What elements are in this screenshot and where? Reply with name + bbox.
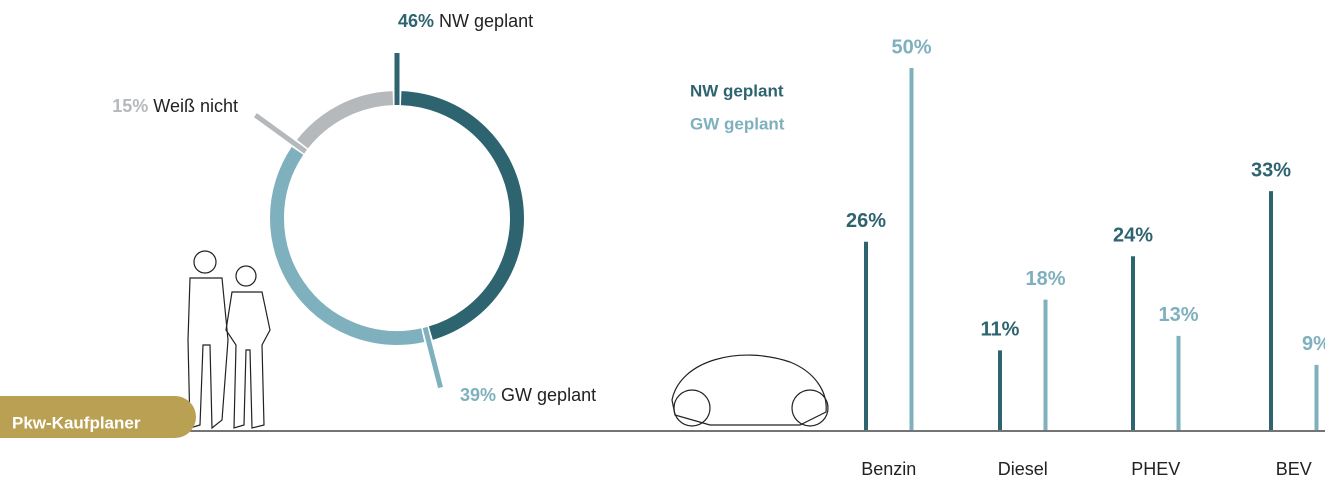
- value-label: 26%: [846, 210, 886, 232]
- value-label: 24%: [1113, 225, 1153, 247]
- people-illustration: [188, 251, 270, 428]
- donut-label: 39% GW geplant: [460, 385, 596, 405]
- infographic: Pkw-Kaufplaner 46% NW geplant 39% GW gepl…: [0, 0, 1325, 479]
- value-label: 9%: [1302, 333, 1325, 355]
- category-label: GW geplant: [501, 385, 596, 405]
- x-tick-label: PHEV: [1131, 459, 1180, 479]
- donut-segment: [277, 151, 423, 338]
- donut-segment: [302, 98, 392, 144]
- value-label: 13%: [1158, 304, 1198, 326]
- category-label: NW geplant: [439, 11, 533, 31]
- category-label: Weiß nicht: [153, 96, 238, 116]
- value-label: 39%: [460, 385, 496, 405]
- legend-label: NW geplant: [690, 81, 784, 100]
- value-label: 18%: [1025, 268, 1065, 290]
- page: Pkw-Kaufplaner 46% NW geplant 39% GW gepl…: [0, 0, 1325, 479]
- x-tick-label: Benzin: [861, 459, 916, 479]
- car-illustration: [672, 355, 828, 426]
- value-label: 11%: [981, 319, 1020, 341]
- legend-label: GW geplant: [690, 114, 785, 133]
- value-label: 46%: [398, 11, 434, 31]
- value-label: 33%: [1251, 159, 1291, 181]
- donut-segment: [401, 98, 517, 333]
- donut-label: 15% Weiß nicht: [112, 96, 238, 116]
- x-tick-label: Diesel: [998, 459, 1048, 479]
- value-label: 50%: [891, 36, 931, 58]
- donut-label: 46% NW geplant: [398, 11, 533, 31]
- value-label: 15%: [112, 96, 148, 116]
- leader-line: [255, 115, 305, 151]
- badge: Pkw-Kaufplaner: [12, 413, 141, 432]
- x-tick-label: BEV: [1276, 459, 1312, 479]
